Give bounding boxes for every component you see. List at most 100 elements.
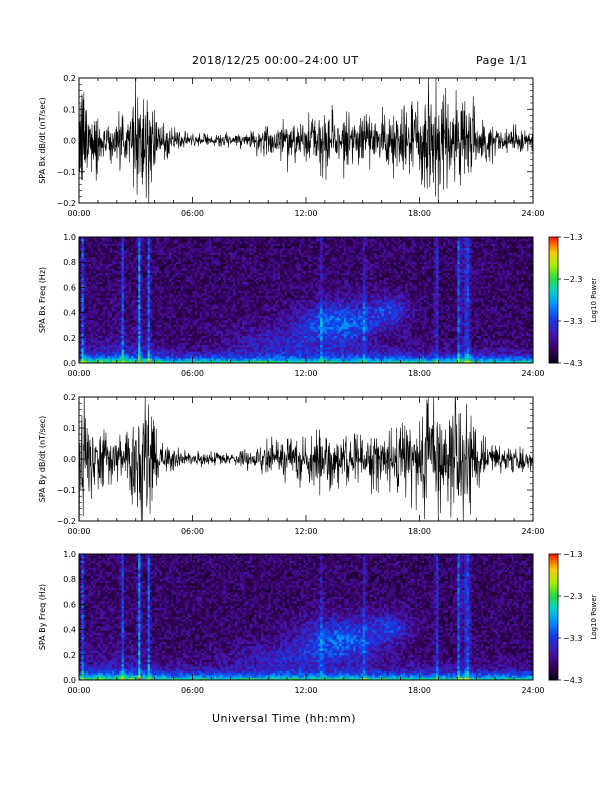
heatmap-cell — [95, 322, 99, 326]
heatmap-cell — [102, 358, 106, 362]
heatmap-cell — [83, 277, 87, 281]
heatmap-cell — [83, 257, 87, 260]
heatmap-cell — [109, 351, 113, 355]
heatmap-cell — [83, 239, 87, 242]
heatmap-cell — [93, 246, 96, 249]
heatmap-cell — [86, 311, 89, 314]
heatmap-cell — [114, 309, 118, 312]
heatmap-cell — [109, 250, 113, 254]
heatmap-cell — [81, 333, 85, 337]
heatmap-cell — [90, 360, 94, 364]
heatmap-cell — [79, 345, 82, 348]
heatmap-cell — [105, 291, 108, 294]
heatmap-cell — [109, 331, 113, 335]
heatmap-cell — [86, 329, 89, 332]
heatmap-cell — [102, 279, 106, 283]
heatmap-cell — [83, 300, 87, 303]
heatmap-cell — [79, 255, 82, 258]
heatmap-cell — [109, 300, 113, 303]
heatmap-cell — [86, 252, 89, 256]
heatmap-cell — [102, 291, 106, 294]
heatmap-cell — [88, 237, 92, 240]
heatmap-cell — [88, 320, 92, 323]
heatmap-cell — [100, 291, 104, 294]
heatmap-cell — [109, 282, 113, 285]
heatmap-cell — [79, 241, 82, 245]
heatmap-cell — [97, 349, 101, 353]
heatmap-cell — [102, 297, 106, 301]
heatmap-cell — [107, 318, 111, 321]
heatmap-cell — [114, 336, 118, 339]
heatmap-cell — [79, 356, 82, 359]
heatmap-cell — [93, 340, 96, 344]
heatmap-cell — [83, 329, 87, 332]
heatmap-cell — [79, 304, 82, 308]
heatmap-cell — [93, 259, 96, 263]
heatmap-cell — [114, 311, 118, 314]
heatmap-cell — [100, 277, 104, 281]
heatmap-cell — [112, 273, 115, 276]
heatmap-cell — [112, 356, 115, 359]
heatmap-cell — [114, 351, 118, 355]
heatmap-cell — [86, 351, 89, 355]
heatmap-cell — [86, 358, 89, 362]
heatmap-cell — [100, 354, 104, 357]
heatmap-cell — [100, 288, 104, 292]
heatmap-cell — [102, 309, 106, 312]
heatmap-cell — [86, 349, 89, 353]
heatmap-cell — [109, 268, 113, 272]
heatmap-cell — [100, 318, 104, 321]
heatmap-cell — [79, 318, 82, 321]
heatmap-cell — [109, 318, 113, 321]
heatmap-cell — [81, 237, 85, 240]
heatmap-cell — [86, 295, 89, 299]
heatmap-cell — [95, 237, 99, 240]
heatmap-cell — [93, 354, 96, 357]
heatmap-cell — [88, 360, 92, 364]
heatmap-cell — [88, 345, 92, 348]
page-indicator: Page 1/1 — [476, 54, 528, 67]
heatmap-cell — [114, 293, 118, 296]
heatmap-cell — [114, 300, 118, 303]
heatmap-cell — [90, 239, 94, 242]
heatmap-cell — [100, 239, 104, 242]
heatmap-cell — [86, 248, 89, 251]
heatmap-cell — [90, 333, 94, 337]
heatmap-cell — [102, 349, 106, 353]
heatmap-cell — [97, 360, 101, 364]
heatmap-cell — [109, 349, 113, 353]
heatmap-cell — [83, 270, 87, 274]
heatmap-cell — [79, 360, 82, 364]
y-axis-label: SPA Bx dB/dt (nT/sec) — [38, 97, 47, 184]
heatmap-cell — [100, 241, 104, 245]
heatmap-cell — [81, 300, 85, 303]
heatmap-cell — [114, 295, 118, 299]
heatmap-cell — [112, 270, 115, 274]
heatmap-cell — [102, 336, 106, 339]
heatmap-cell — [93, 275, 96, 278]
heatmap-cell — [93, 255, 96, 258]
heatmap-cell — [93, 250, 96, 254]
heatmap-cell — [83, 349, 87, 353]
heatmap-cell — [100, 297, 104, 301]
heatmap-cell — [100, 329, 104, 332]
heatmap-cell — [114, 340, 118, 344]
heatmap-cell — [95, 257, 99, 260]
heatmap-cell — [81, 243, 85, 247]
heatmap-cell — [81, 313, 85, 317]
heatmap-cell — [81, 331, 85, 335]
heatmap-cell — [88, 354, 92, 357]
heatmap-cell — [100, 320, 104, 323]
heatmap-cell — [109, 340, 113, 344]
heatmap-cell — [83, 324, 87, 328]
heatmap-cell — [114, 324, 118, 328]
heatmap-cell — [86, 345, 89, 348]
heatmap-cell — [93, 286, 96, 290]
heatmap-cell — [81, 246, 85, 249]
heatmap-cell — [100, 300, 104, 303]
heatmap-cell — [97, 291, 101, 294]
heatmap-cell — [95, 315, 99, 319]
heatmap-cell — [86, 279, 89, 283]
heatmap-cell — [90, 331, 94, 335]
heatmap-cell — [81, 338, 85, 341]
